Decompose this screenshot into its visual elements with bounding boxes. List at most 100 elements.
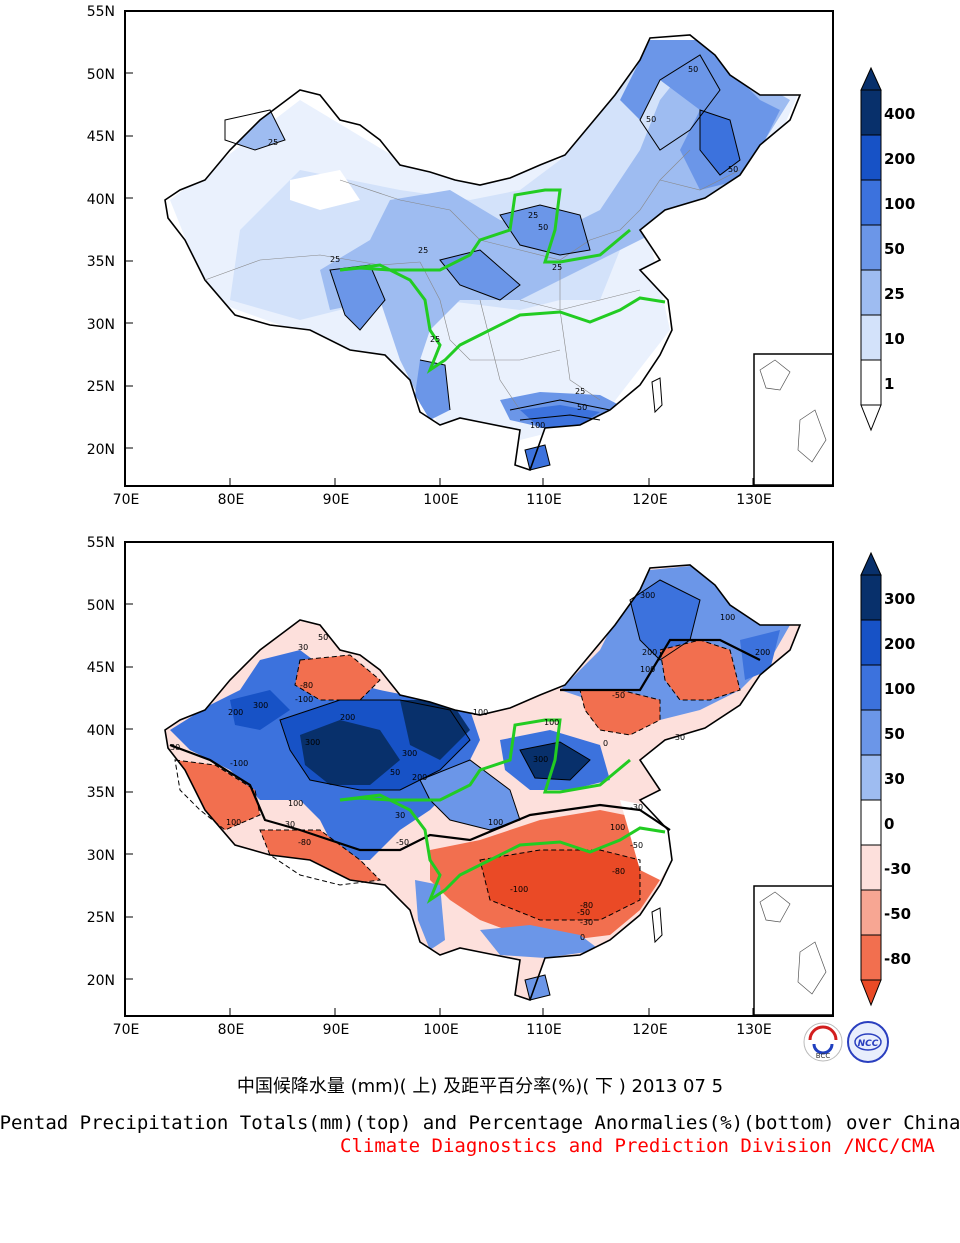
top-contour-label: 100 xyxy=(530,421,545,430)
bottom-lon-label: 110E xyxy=(526,1022,562,1038)
ncc-logo: NCC xyxy=(847,1021,889,1063)
bottom-contour-label: 30 xyxy=(170,743,180,752)
bottom-colorbar-label: 100 xyxy=(884,680,915,698)
bottom-contour-label: -100 xyxy=(510,885,528,894)
bottom-lat-label: 50N xyxy=(87,598,115,614)
caption-source: Climate Diagnostics and Prediction Divis… xyxy=(340,1135,935,1157)
bottom-contour-label: 50 xyxy=(318,633,328,642)
bottom-contour-label: -50 xyxy=(396,838,409,847)
bottom-contour-label: -50 xyxy=(630,841,643,850)
bottom-contour-label: 100 xyxy=(226,818,241,827)
bottom-contour-label: -100 xyxy=(230,759,248,768)
bottom-colorbar-label: 200 xyxy=(884,635,915,653)
bottom-contour-label: 300 xyxy=(402,749,417,758)
bottom-contour-label: -30 xyxy=(282,820,295,829)
top-lon-label: 80E xyxy=(218,492,245,508)
bottom-lat-label: 30N xyxy=(87,848,115,864)
bottom-colorbar-label: 300 xyxy=(884,590,915,608)
top-lat-label: 30N xyxy=(87,317,115,333)
top-lon-label: 130E xyxy=(736,492,772,508)
top-contour-label: 50 xyxy=(646,115,656,124)
top-lon-label: 120E xyxy=(632,492,668,508)
bottom-contour-label: -100 xyxy=(470,708,488,717)
bcc-logo: BCC xyxy=(803,1022,843,1062)
bottom-lon-label: 100E xyxy=(423,1022,459,1038)
bottom-contour-label: -80 xyxy=(298,838,311,847)
bottom-lat-label: 25N xyxy=(87,910,115,926)
bottom-contour-label: -50 xyxy=(612,691,625,700)
bottom-colorbar-label: 0 xyxy=(884,815,894,833)
bottom-contour-label: 200 xyxy=(340,713,355,722)
top-south-china-sea-inset xyxy=(753,353,834,486)
top-contour-label: 50 xyxy=(577,403,587,412)
bottom-contour-label: 100 xyxy=(488,818,503,827)
bottom-south-china-sea-inset xyxy=(753,885,834,1016)
top-contour-label: 50 xyxy=(538,223,548,232)
top-lon-label: 100E xyxy=(423,492,459,508)
bottom-lon-label: 130E xyxy=(736,1022,772,1038)
top-contour-label: 50 xyxy=(688,65,698,74)
top-lat-label: 40N xyxy=(87,192,115,208)
bottom-contour-label: 300 xyxy=(640,591,655,600)
bottom-lon-label: 80E xyxy=(218,1022,245,1038)
top-lon-label: 90E xyxy=(323,492,350,508)
caption-english: Pentad Precipitation Totals(mm)(top) and… xyxy=(0,1112,960,1134)
caption-chinese: 中国候降水量 (mm)( 上) 及距平百分率(%)( 下 ) 2013 07 5 xyxy=(236,1076,724,1097)
bottom-lat-label: 55N xyxy=(87,535,115,551)
bottom-contour-label: 100 xyxy=(720,613,735,622)
bottom-contour-label: 100 xyxy=(288,799,303,808)
bottom-contour-label: 200 xyxy=(755,648,770,657)
top-colorbar: 400 200 100 50 25 10 1 xyxy=(860,66,915,432)
bottom-contour-label: 0 xyxy=(603,739,608,748)
bottom-contour-label: 200 xyxy=(412,773,427,782)
bottom-contour-label: -30 xyxy=(630,803,643,812)
top-lon-label: 70E xyxy=(113,492,140,508)
bottom-contour-label: -80 xyxy=(300,681,313,690)
top-colorbar-label: 50 xyxy=(884,240,905,258)
bottom-lat-label: 20N xyxy=(87,973,115,989)
bottom-contour-label: 100 xyxy=(640,665,655,674)
bottom-contour-label: 30 xyxy=(395,811,405,820)
bottom-contour-label: -80 xyxy=(580,901,593,910)
bottom-contour-label: 300 xyxy=(533,755,548,764)
top-lat-label: 20N xyxy=(87,442,115,458)
bottom-contour-label: -80 xyxy=(612,867,625,876)
bottom-lat-label: 40N xyxy=(87,723,115,739)
top-colorbar-label: 10 xyxy=(884,330,905,348)
bottom-colorbar-label: -50 xyxy=(884,905,911,923)
bottom-lat-label: 45N xyxy=(87,660,115,676)
bottom-colorbar-label: 50 xyxy=(884,725,905,743)
bottom-lon-label: 90E xyxy=(323,1022,350,1038)
top-contour-label: 25 xyxy=(330,255,340,264)
bottom-colorbar-label: 30 xyxy=(884,770,905,788)
top-map: 25 25 25 25 50 25 50 100 50 50 50 25 25 … xyxy=(87,4,916,508)
top-contour-label: 50 xyxy=(728,165,738,174)
bottom-contour-label: 0 xyxy=(580,933,585,942)
bottom-contour-label: -100 xyxy=(295,695,313,704)
bottom-colorbar-label: -80 xyxy=(884,950,911,968)
bottom-contour-label: 300 xyxy=(253,701,268,710)
bottom-contour-label: 200 xyxy=(642,648,657,657)
bottom-contour-label: 30 xyxy=(298,643,308,652)
top-contour-label: 25 xyxy=(528,211,538,220)
top-colorbar-label: 1 xyxy=(884,375,894,393)
bottom-lon-label: 70E xyxy=(113,1022,140,1038)
bottom-contour-label: -30 xyxy=(672,733,685,742)
top-contour-label: 25 xyxy=(575,387,585,396)
bottom-lat-label: 35N xyxy=(87,785,115,801)
bottom-contour-label: -30 xyxy=(580,918,593,927)
bcc-logo-text: BCC xyxy=(816,1052,831,1060)
top-colorbar-label: 400 xyxy=(884,105,915,123)
top-colorbar-label: 100 xyxy=(884,195,915,213)
top-lat-label: 50N xyxy=(87,67,115,83)
top-contour-label: 25 xyxy=(418,246,428,255)
top-contour-label: 25 xyxy=(268,138,278,147)
bottom-contour-label: 200 xyxy=(228,708,243,717)
bottom-contour-label: 50 xyxy=(390,768,400,777)
top-lat-label: 35N xyxy=(87,254,115,270)
top-contour-label: 25 xyxy=(430,335,440,344)
top-colorbar-label: 200 xyxy=(884,150,915,168)
bottom-contour-label: 100 xyxy=(610,823,625,832)
top-contour-label: 25 xyxy=(552,263,562,272)
